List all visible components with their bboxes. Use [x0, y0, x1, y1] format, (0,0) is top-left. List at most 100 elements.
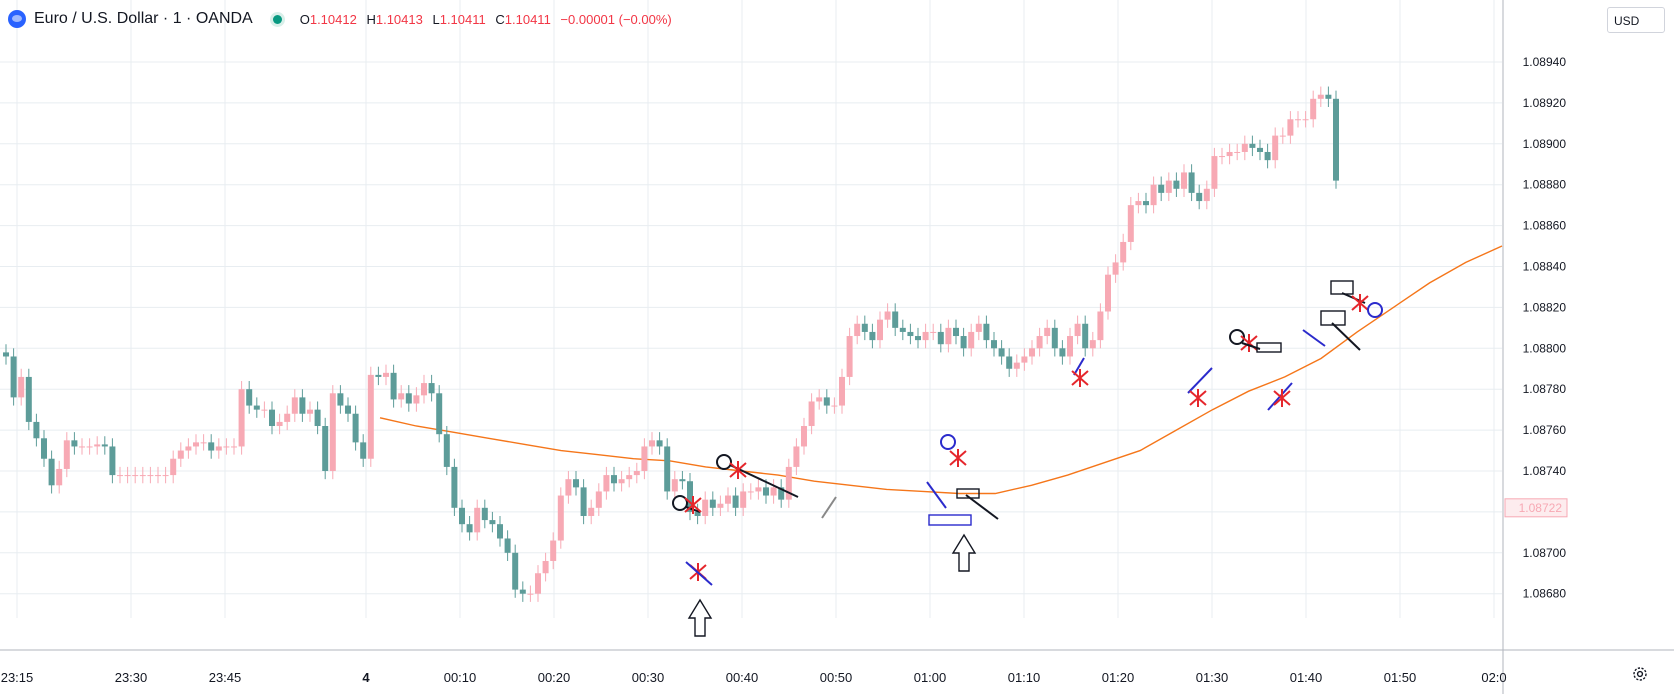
candle	[390, 364, 397, 408]
x-tick-label: 01:30	[1196, 670, 1229, 685]
time-axis: 23:15 23:30 23:45 4 00:10 00:20 00:30 00:40 00:5…	[0, 649, 1674, 685]
symbol-logo-icon[interactable]	[8, 10, 26, 28]
candle	[398, 385, 405, 408]
candle-body	[816, 397, 823, 402]
candle	[1165, 172, 1172, 202]
y-tick-label: 1.08780	[1523, 382, 1567, 396]
candle-body	[223, 446, 230, 448]
candle	[155, 466, 161, 484]
candle-body	[451, 466, 458, 508]
candle-body	[641, 446, 648, 471]
candle	[1006, 348, 1013, 377]
pen-line	[1073, 357, 1085, 376]
up-arrow-mark	[951, 533, 977, 572]
candle-body	[1013, 362, 1020, 369]
currency-button[interactable]: USD	[1607, 7, 1665, 33]
candle-body	[1158, 184, 1165, 193]
candle-body	[238, 389, 245, 447]
candle	[1241, 135, 1248, 161]
candle	[48, 450, 55, 494]
candle	[1310, 90, 1317, 128]
candle	[1120, 233, 1127, 271]
candle	[1219, 147, 1225, 165]
box-mark	[928, 514, 972, 526]
candle	[945, 319, 952, 353]
y-tick-label: 1.08940	[1523, 55, 1567, 69]
candle-body	[269, 409, 275, 427]
candle	[1051, 319, 1058, 357]
candle	[1234, 143, 1241, 161]
candle-body	[10, 356, 17, 398]
candle	[421, 374, 427, 404]
candle	[869, 323, 876, 349]
candle	[694, 503, 701, 525]
candle-body	[618, 479, 625, 484]
candle-body	[611, 475, 617, 484]
candle	[816, 389, 823, 410]
red-cross-mark	[1273, 389, 1291, 407]
candle	[1029, 340, 1035, 365]
candle	[930, 323, 937, 341]
candle-body	[322, 426, 329, 471]
candle	[1257, 139, 1263, 161]
candle-body	[1181, 172, 1187, 189]
candle	[253, 397, 260, 418]
candle	[367, 366, 374, 467]
candle-body	[1036, 336, 1043, 349]
candle	[1264, 143, 1271, 169]
candle	[208, 434, 215, 459]
moving-average-line	[379, 245, 1503, 495]
candle	[1249, 135, 1256, 157]
candle	[1181, 164, 1187, 197]
candle-body	[892, 311, 899, 328]
candle-body	[831, 405, 838, 407]
candle-body	[1059, 348, 1066, 357]
candle-body	[580, 487, 587, 516]
candle-body	[899, 327, 906, 332]
moving-average-path	[379, 245, 1503, 495]
red-cross-mark	[1351, 294, 1369, 312]
candle-body	[1279, 135, 1286, 137]
candle	[139, 466, 146, 484]
candle	[101, 436, 108, 455]
candle	[345, 397, 351, 422]
candle	[1074, 315, 1081, 345]
candle	[284, 405, 291, 431]
candle	[527, 585, 534, 602]
x-tick-label: 23:15	[1, 670, 34, 685]
candle	[307, 401, 313, 422]
candle	[413, 387, 420, 412]
candle-body	[565, 479, 572, 496]
symbol-title[interactable]: Euro / U.S. Dollar · 1 · OANDA	[34, 10, 253, 27]
candle	[436, 385, 443, 443]
candle-body	[740, 491, 747, 508]
red-cross-mark	[949, 449, 967, 467]
candle-body	[1105, 274, 1111, 312]
candle	[580, 479, 587, 525]
candle	[573, 471, 579, 496]
candle-body	[1234, 151, 1241, 153]
candle	[215, 438, 222, 459]
candle-body	[588, 507, 595, 516]
candle	[1097, 303, 1104, 349]
candle-body	[960, 336, 967, 349]
candle-body	[519, 589, 526, 594]
candle-body	[709, 499, 716, 508]
candle-body	[968, 331, 975, 349]
candle-body	[945, 327, 952, 345]
candle	[626, 466, 633, 488]
x-tick-label: 23:30	[115, 670, 148, 685]
candle	[33, 413, 40, 447]
candle	[702, 491, 709, 525]
candle	[223, 438, 230, 455]
candle-body	[1295, 119, 1301, 121]
candle	[1226, 143, 1233, 165]
x-tick-label: 4	[362, 670, 370, 685]
candle-body	[33, 421, 40, 439]
candle-body	[1287, 119, 1294, 136]
candle	[428, 374, 435, 402]
red-cross-mark	[1189, 389, 1207, 407]
candle	[459, 499, 465, 533]
gear-icon[interactable]	[1632, 666, 1648, 682]
pen-line	[1187, 367, 1213, 394]
